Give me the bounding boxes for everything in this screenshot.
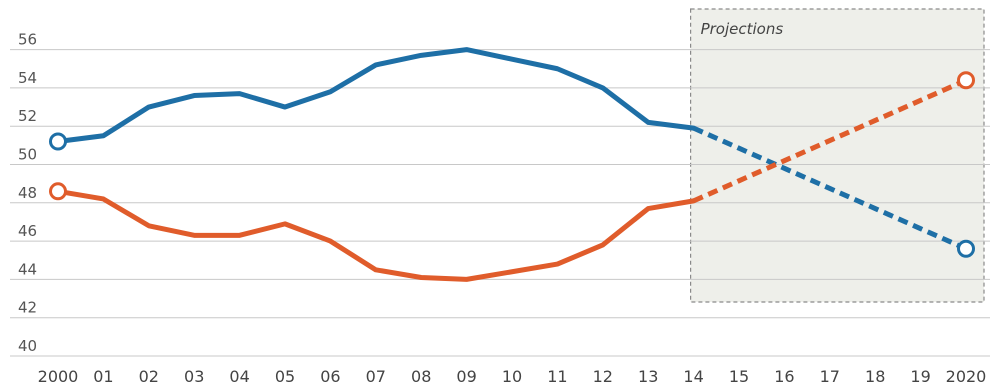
y-tick-label: 40 (18, 337, 37, 355)
series-1-start-marker (49, 132, 67, 151)
y-tick-label: 54 (18, 69, 37, 87)
projections-label: Projections (701, 20, 784, 38)
series-2-end-marker (957, 71, 975, 90)
x-tick-label: 08 (411, 367, 431, 385)
y-tick-label: 56 (18, 31, 37, 49)
x-tick-label: 09 (456, 367, 476, 385)
x-tick-label: 05 (275, 367, 295, 385)
series-lines (55, 47, 968, 282)
series-projection-1 (692, 125, 968, 252)
x-tick-label: 02 (139, 367, 159, 385)
series-2-start-marker (49, 182, 67, 201)
x-tick-label: 16 (774, 367, 794, 385)
endpoint-markers (49, 71, 975, 258)
y-tick-label: 42 (18, 299, 37, 317)
x-tick-label: 15 (729, 367, 749, 385)
series-line-2 (55, 188, 697, 282)
x-tick-label: 10 (502, 367, 522, 385)
x-tick-label: 06 (320, 367, 340, 385)
x-tick-label: 07 (366, 367, 386, 385)
x-tick-label: 01 (93, 367, 113, 385)
y-tick-label: 46 (18, 222, 37, 240)
y-axis-ticks: 40 42 44 46 48 50 52 54 56 (18, 31, 37, 355)
projection-box (689, 8, 985, 303)
x-tick-label: 11 (547, 367, 567, 385)
x-tick-label: 04 (229, 367, 249, 385)
x-tick-label: 18 (865, 367, 885, 385)
x-tick-label: 12 (593, 367, 613, 385)
projection-region (689, 8, 985, 303)
series-projection-2 (692, 77, 968, 204)
x-tick-label: 17 (820, 367, 840, 385)
y-tick-label: 44 (18, 260, 37, 278)
y-tick-label: 48 (18, 184, 37, 202)
x-axis-ticks: 2000 01 02 03 04 05 06 07 08 09 10 11 12 13 14 15 16 17 18… (38, 367, 987, 385)
x-tick-label: 2000 (38, 367, 79, 385)
y-tick-label: 52 (18, 107, 37, 125)
gridlines (10, 49, 990, 357)
x-tick-label: 13 (638, 367, 658, 385)
y-tick-label: 50 (18, 146, 37, 164)
x-tick-label: 19 (910, 367, 930, 385)
series-1-end-marker (957, 239, 975, 258)
x-tick-label: 14 (683, 367, 703, 385)
x-tick-label: 03 (184, 367, 204, 385)
x-tick-label: 2020 (946, 367, 987, 385)
series-line-1 (55, 47, 697, 145)
